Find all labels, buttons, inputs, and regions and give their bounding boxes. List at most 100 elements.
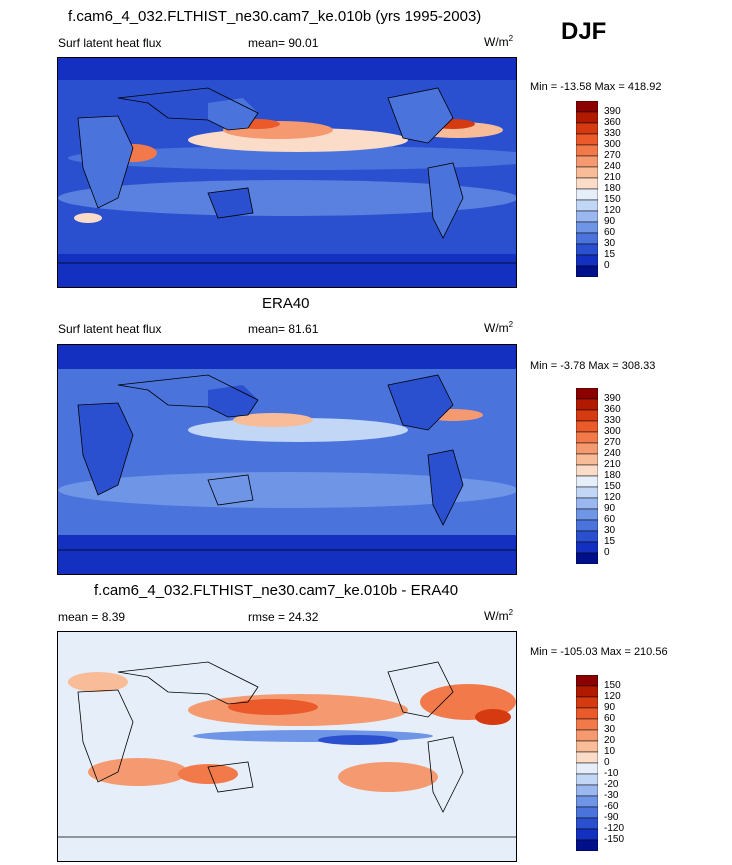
panel-2-antarctic-band [58, 535, 516, 574]
panel-2-south-subtropic-band [58, 472, 516, 508]
colorbar-box [575, 508, 599, 521]
colorbar-tick-label: 390 [604, 393, 621, 404]
colorbar-box [575, 718, 599, 731]
panel-1-south-subtropic-band [58, 180, 516, 216]
panel-3-colorbar: 150 120 90 60 30 20 10 0 -10 -20 -30 -60 -90 -120 -150 [575, 674, 624, 856]
panel-1-africa-land [78, 116, 133, 208]
colorbar-tick-label: 330 [604, 415, 621, 426]
colorbar-tick-label: 90 [604, 216, 616, 227]
colorbar-box [575, 100, 599, 113]
colorbar-tick-label: 210 [604, 459, 621, 470]
season-label: DJF [561, 18, 607, 45]
colorbar-tick-label: 180 [604, 470, 621, 481]
colorbar-tick-label: 210 [604, 172, 621, 183]
colorbar-box [575, 232, 599, 245]
colorbar-tick-label: 15 [604, 536, 616, 547]
colorbar-box [575, 398, 599, 411]
colorbar-box [575, 707, 599, 720]
colorbar-box [575, 111, 599, 124]
colorbar-tick-label: -30 [604, 790, 619, 801]
panel-3-south-pacific-positive [338, 762, 438, 792]
colorbar-tick-label: 360 [604, 404, 621, 415]
colorbar-tick-label: -20 [604, 779, 619, 790]
panel-2-colorbar: 390 360 330 300 270 240 210 180 150 120 90 60 30 15 0 [575, 387, 621, 569]
panel-2-kuroshio-region [233, 413, 313, 427]
colorbar-tick-label: 300 [604, 426, 621, 437]
colorbar-box [575, 806, 599, 819]
panel-2-units: W/m2 [484, 320, 514, 335]
panel-2-namerica-land [388, 375, 453, 430]
colorbar-tick-label: 150 [604, 194, 621, 205]
colorbar-tick-label: 10 [604, 746, 616, 757]
panel-2-colorbar-boxes [575, 387, 599, 565]
panel-3-equatorial-core-negative [318, 735, 398, 745]
colorbar-tick-label: 30 [604, 724, 616, 735]
colorbar-tick-label: 360 [604, 117, 621, 128]
colorbar-tick-label: -60 [604, 801, 619, 812]
panel-2-title: ERA40 [262, 295, 310, 312]
panel-2-coastlines [58, 374, 516, 551]
colorbar-box [575, 552, 599, 565]
colorbar-box [575, 497, 599, 510]
colorbar-box [575, 254, 599, 267]
panel-3-indian-ocean-positive [88, 758, 188, 786]
panel-1-variable-label: Surf latent heat flux [58, 36, 162, 50]
panel-3-title: f.cam6_4_032.FLTHIST_ne30.cam7_ke.010b -… [94, 582, 459, 599]
colorbar-tick-label: -120 [604, 823, 625, 834]
colorbar-tick-label: 0 [604, 547, 610, 558]
colorbar-tick-label: 60 [604, 514, 616, 525]
panel-2-africa-land [78, 403, 133, 495]
colorbar-box [575, 817, 599, 830]
panel-1-colorbar-boxes [575, 100, 599, 278]
panel-3-colorbar-boxes [575, 674, 599, 852]
colorbar-box [575, 828, 599, 841]
panel-3-coastlines [58, 661, 516, 838]
panel-1-title: f.cam6_4_032.FLTHIST_ne30.cam7_ke.010b (… [68, 8, 482, 25]
colorbar-tick-label: 120 [604, 691, 621, 702]
colorbar-box [575, 409, 599, 422]
panel-1-units: W/m2 [484, 34, 514, 49]
colorbar-tick-label: 20 [604, 735, 616, 746]
colorbar-box [575, 795, 599, 808]
colorbar-tick-label: 150 [604, 680, 621, 691]
colorbar-box [575, 177, 599, 190]
colorbar-tick-label: 330 [604, 128, 621, 139]
panel-3-minmax: Min = -105.03 Max = 210.56 [530, 646, 668, 658]
colorbar-box [575, 740, 599, 753]
colorbar-tick-label: 0 [604, 757, 610, 768]
panel-1-australia-land [208, 188, 253, 218]
colorbar-box [575, 221, 599, 234]
colorbar-tick-label: 180 [604, 183, 621, 194]
colorbar-tick-label: 90 [604, 503, 616, 514]
colorbar-box [575, 166, 599, 179]
colorbar-box [575, 155, 599, 168]
panel-1-mean-label: mean= 90.01 [248, 36, 319, 50]
panel-2-minmax: Min = -3.78 Max = 308.33 [530, 360, 656, 372]
panel-2-variable-label: Surf latent heat flux [58, 322, 162, 336]
colorbar-box [575, 773, 599, 786]
colorbar-box [575, 188, 599, 201]
panel-2-arctic-band [58, 345, 516, 369]
colorbar-box [575, 751, 599, 764]
colorbar-box [575, 420, 599, 433]
panel-3-antarctic-band [58, 832, 516, 861]
colorbar-box [575, 486, 599, 499]
colorbar-tick-label: 390 [604, 106, 621, 117]
panel-1-coastlines [58, 87, 516, 264]
panel-2-map [57, 344, 517, 575]
colorbar-tick-label: 240 [604, 448, 621, 459]
colorbar-tick-label: 30 [604, 238, 616, 249]
colorbar-tick-label: 300 [604, 139, 621, 150]
colorbar-box [575, 265, 599, 278]
panel-1-agulhas [74, 213, 102, 223]
colorbar-box [575, 210, 599, 223]
colorbar-box [575, 530, 599, 543]
colorbar-box [575, 453, 599, 466]
colorbar-box [575, 696, 599, 709]
colorbar-box [575, 541, 599, 554]
panel-3-kuroshio-positive [228, 699, 318, 715]
colorbar-box [575, 243, 599, 256]
colorbar-tick-label: 30 [604, 525, 616, 536]
colorbar-box [575, 784, 599, 797]
colorbar-box [575, 464, 599, 477]
